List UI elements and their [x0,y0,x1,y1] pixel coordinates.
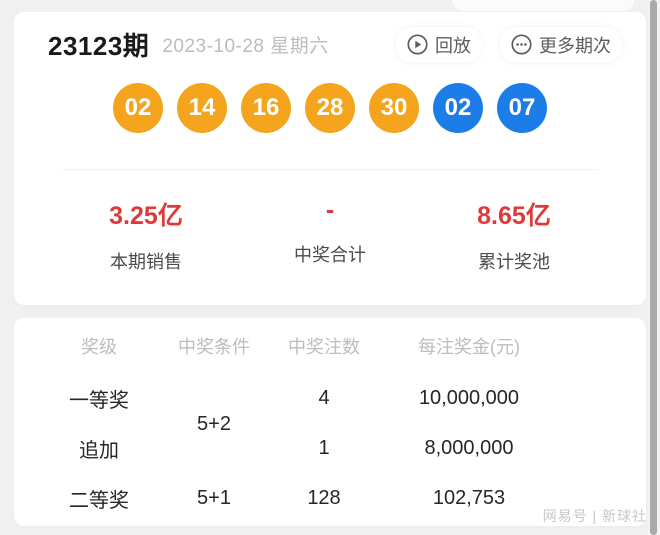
play-icon [407,34,428,55]
source-watermark: 网易号 | 新球社 [542,508,647,524]
draw-stats: 3.25亿 本期销售 - 中奖合计 8.65亿 累计奖池 [14,170,646,274]
column-header-condition: 中奖条件 [178,337,250,357]
prize-level: 二等奖 [69,489,129,512]
prize-level: 追加 [79,439,119,462]
draw-result-card: 23123期 2023-10-28 星期六 回放 更多期次 [14,12,646,305]
prize-count: 128 [307,486,341,509]
sales-amount: 3.25亿 [109,202,183,230]
prize-amount: 8,000,000 [424,436,514,459]
prize-amount: 102,753 [432,486,506,509]
column-header-level: 奖级 [81,337,117,357]
prize-count: 4 [318,386,330,409]
total-winnings-amount: - [325,196,335,224]
lottery-ball-back: 02 [433,83,483,133]
prize-level: 一等奖 [69,389,129,412]
scrollbar-track[interactable] [648,0,660,535]
replay-button-label: 回放 [435,35,471,56]
draw-header: 23123期 2023-10-28 星期六 回放 更多期次 [14,12,646,63]
cutoff-element-ghost [452,0,634,11]
prize-condition-merged: 5+2 [197,412,231,435]
jackpot-pool-label: 累计奖池 [478,252,550,272]
sales-label: 本期销售 [110,252,182,272]
draw-date: 2023-10-28 星期六 [162,36,329,57]
lottery-ball-front: 14 [177,83,227,133]
more-periods-button[interactable]: 更多期次 [500,26,622,63]
scrollbar-thumb[interactable] [650,0,657,535]
total-winnings-label: 中奖合计 [294,245,366,265]
prize-table: 奖级 中奖条件 中奖注数 每注奖金(元) 一等奖 5+2 4 10,000,00… [14,318,646,522]
prize-count: 1 [318,436,330,459]
stat-sales: 3.25亿 本期销售 [54,196,238,274]
lottery-ball-front: 02 [113,83,163,133]
lottery-ball-back: 07 [497,83,547,133]
column-header-prize: 每注奖金(元) [418,337,520,357]
prize-amount: 10,000,000 [418,386,520,409]
column-header-count: 中奖注数 [288,337,360,357]
replay-button[interactable]: 回放 [396,26,482,63]
more-periods-label: 更多期次 [539,35,611,56]
prize-table-card: 奖级 中奖条件 中奖注数 每注奖金(元) 一等奖 5+2 4 10,000,00… [14,318,646,526]
lottery-ball-front: 16 [241,83,291,133]
lottery-ball-front: 30 [369,83,419,133]
jackpot-pool-amount: 8.65亿 [477,202,551,230]
ellipsis-icon [511,34,532,55]
stat-total-winnings: - 中奖合计 [238,196,422,274]
divider [62,169,598,170]
issue-number: 23123期 [48,31,150,61]
stat-jackpot-pool: 8.65亿 累计奖池 [422,196,606,274]
lottery-ball-front: 28 [305,83,355,133]
prize-condition: 5+1 [197,486,231,509]
winning-numbers: 02 14 16 28 30 02 07 [14,83,646,133]
